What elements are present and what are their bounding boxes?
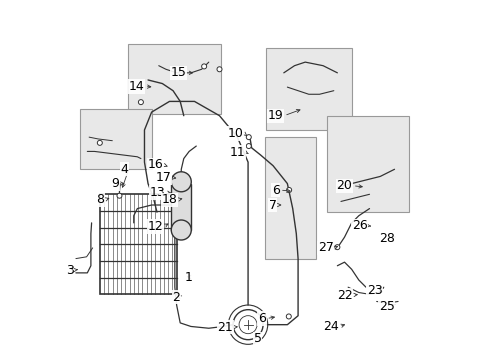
Circle shape: [217, 67, 222, 72]
Text: 20: 20: [336, 179, 352, 192]
Text: 6: 6: [258, 312, 265, 325]
Text: 18: 18: [161, 193, 177, 206]
Text: 7: 7: [268, 198, 276, 212]
Text: 14: 14: [128, 80, 144, 93]
Text: 24: 24: [323, 320, 338, 333]
Circle shape: [97, 140, 102, 145]
Circle shape: [334, 245, 339, 249]
Text: 23: 23: [366, 284, 382, 297]
Text: 13: 13: [149, 186, 165, 199]
Text: 21: 21: [217, 321, 233, 334]
Circle shape: [171, 220, 191, 240]
Text: 15: 15: [170, 66, 186, 79]
Text: 3: 3: [66, 264, 74, 276]
Circle shape: [171, 172, 191, 192]
Text: 9: 9: [111, 177, 119, 190]
Bar: [171, 184, 190, 230]
Text: 4: 4: [120, 163, 128, 176]
Text: 19: 19: [267, 109, 283, 122]
Text: 11: 11: [229, 146, 244, 159]
Text: 16: 16: [147, 158, 163, 171]
Text: 26: 26: [351, 219, 366, 232]
Text: 1: 1: [184, 271, 192, 284]
Text: 2: 2: [172, 291, 180, 304]
Circle shape: [117, 193, 122, 198]
Text: 25: 25: [378, 300, 394, 313]
Bar: [128, 44, 221, 114]
Text: 8: 8: [96, 193, 104, 206]
Text: 6: 6: [271, 184, 279, 197]
Text: 28: 28: [379, 233, 394, 246]
Text: 12: 12: [147, 220, 163, 233]
Bar: [80, 109, 151, 169]
Bar: [264, 137, 315, 258]
Circle shape: [246, 144, 251, 149]
Circle shape: [286, 188, 291, 193]
Text: 22: 22: [336, 288, 352, 302]
Text: 5: 5: [253, 333, 261, 346]
Bar: [326, 116, 408, 212]
Bar: [265, 48, 351, 130]
Circle shape: [138, 100, 143, 105]
Text: 17: 17: [156, 171, 171, 184]
Circle shape: [201, 64, 206, 69]
Text: 27: 27: [317, 241, 333, 255]
Text: 10: 10: [227, 127, 244, 140]
Circle shape: [285, 314, 291, 319]
Bar: [100, 194, 176, 294]
Circle shape: [246, 135, 251, 140]
